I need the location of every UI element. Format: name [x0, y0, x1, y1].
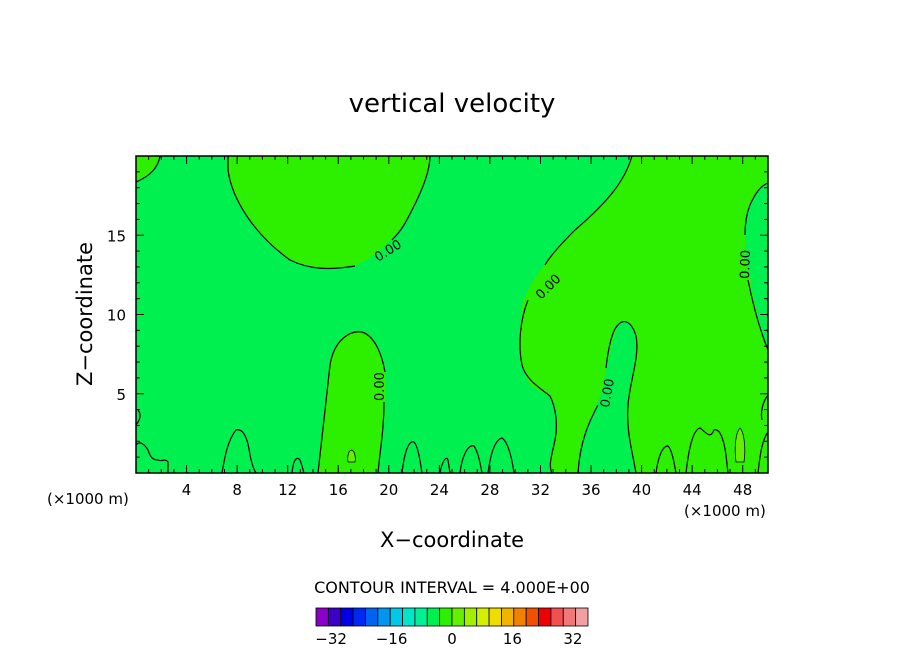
colorbar-swatch [365, 607, 379, 627]
colorbar-tick-label: −32 [315, 630, 347, 648]
colorbar-swatch [513, 607, 527, 627]
colorbar-swatch [451, 607, 465, 627]
x-tick-label: 4 [182, 481, 192, 499]
y-tick-label: 5 [116, 386, 126, 404]
x-tick-label: 40 [632, 481, 651, 499]
colorbar-swatch [488, 607, 502, 627]
zero-contour-left-top [135, 155, 161, 183]
x-tick-label: 24 [430, 481, 449, 499]
colorbar-swatch [315, 607, 329, 627]
colorbar-tick-label: −16 [376, 630, 408, 648]
colorbar-swatch [550, 607, 564, 627]
x-unit-left: (×1000 m) [47, 490, 129, 508]
colorbar-swatch [463, 607, 478, 627]
plot-area: 0.00 0.00 0.00 0.00 0.00 [135, 155, 769, 474]
x-tick-label: 28 [480, 481, 499, 499]
x-tick-label: 36 [581, 481, 600, 499]
colorbar-swatch [525, 607, 539, 627]
x-tick-label: 12 [278, 481, 297, 499]
x-axis-label: X−coordinate [380, 528, 524, 552]
y-axis-ticks: 5 10 15 [107, 171, 768, 458]
colorbar-tick-label: 0 [447, 630, 457, 648]
colorbar-swatch [439, 607, 453, 627]
colorbar-swatch [426, 607, 441, 627]
x-tick-label: 48 [733, 481, 752, 499]
x-tick-label: 44 [683, 481, 702, 499]
field-positive-region-middle [318, 331, 386, 473]
colorbar-tick-label: 32 [563, 630, 582, 648]
contour-label: 0.00 [738, 250, 754, 279]
y-tick-label: 15 [107, 227, 126, 245]
colorbar-swatch [389, 607, 403, 627]
zero-contour-bottom-left-edge [135, 409, 169, 473]
y-tick-label: 10 [107, 307, 126, 325]
colorbar-swatch [340, 607, 354, 627]
field-negative-region-right-bump [578, 321, 637, 473]
x-axis-ticks: 4 8 12 16 20 24 28 32 36 40 44 48 [148, 156, 756, 499]
zero-contour-right-edge [744, 182, 769, 421]
x-tick-label: 8 [232, 481, 242, 499]
colorbar-swatch [562, 607, 577, 627]
contour-interval-text: CONTOUR INTERVAL = 4.000E+00 [314, 578, 590, 597]
colorbar-swatch [501, 607, 515, 627]
chart-title: vertical velocity [349, 89, 556, 119]
contour-labels: 0.00 0.00 0.00 0.00 0.00 [372, 237, 754, 408]
colorbar-swatch [327, 607, 342, 627]
field-positive-region-right [520, 156, 768, 473]
field-positive-region-top-left [228, 156, 430, 269]
field-positive-spot [734, 427, 746, 463]
field-negative-region-top-left-corner [136, 156, 160, 182]
zero-contour-right-main [519, 155, 633, 474]
colorbar-swatch [402, 607, 416, 627]
x-tick-label: 16 [329, 481, 348, 499]
x-tick-label: 20 [379, 481, 398, 499]
colorbar-swatch [538, 607, 552, 627]
colorbar-swatch [414, 607, 428, 627]
colorbar [315, 607, 589, 627]
colorbar-swatch [575, 607, 589, 627]
y-axis-label: Z−coordinate [73, 242, 97, 386]
contour-label: 0.00 [598, 378, 618, 409]
colorbar-swatch [377, 607, 391, 627]
zero-contour-right-bump [577, 321, 638, 474]
colorbar-tick-label: 16 [503, 630, 522, 648]
colorbar-tick-labels: −32 −16 0 16 32 [315, 630, 582, 648]
colorbar-swatch [352, 607, 366, 627]
contour-label: 0.00 [373, 372, 388, 401]
field-positive-spot-2 [347, 449, 356, 463]
zero-contour-middle-dome [317, 331, 386, 474]
x-unit-right: (×1000 m) [684, 502, 766, 520]
colorbar-swatch [476, 607, 490, 627]
x-tick-label: 32 [531, 481, 550, 499]
zero-contour-bottom-bumps [221, 427, 769, 474]
zero-contour-top-left-dome [227, 155, 431, 270]
